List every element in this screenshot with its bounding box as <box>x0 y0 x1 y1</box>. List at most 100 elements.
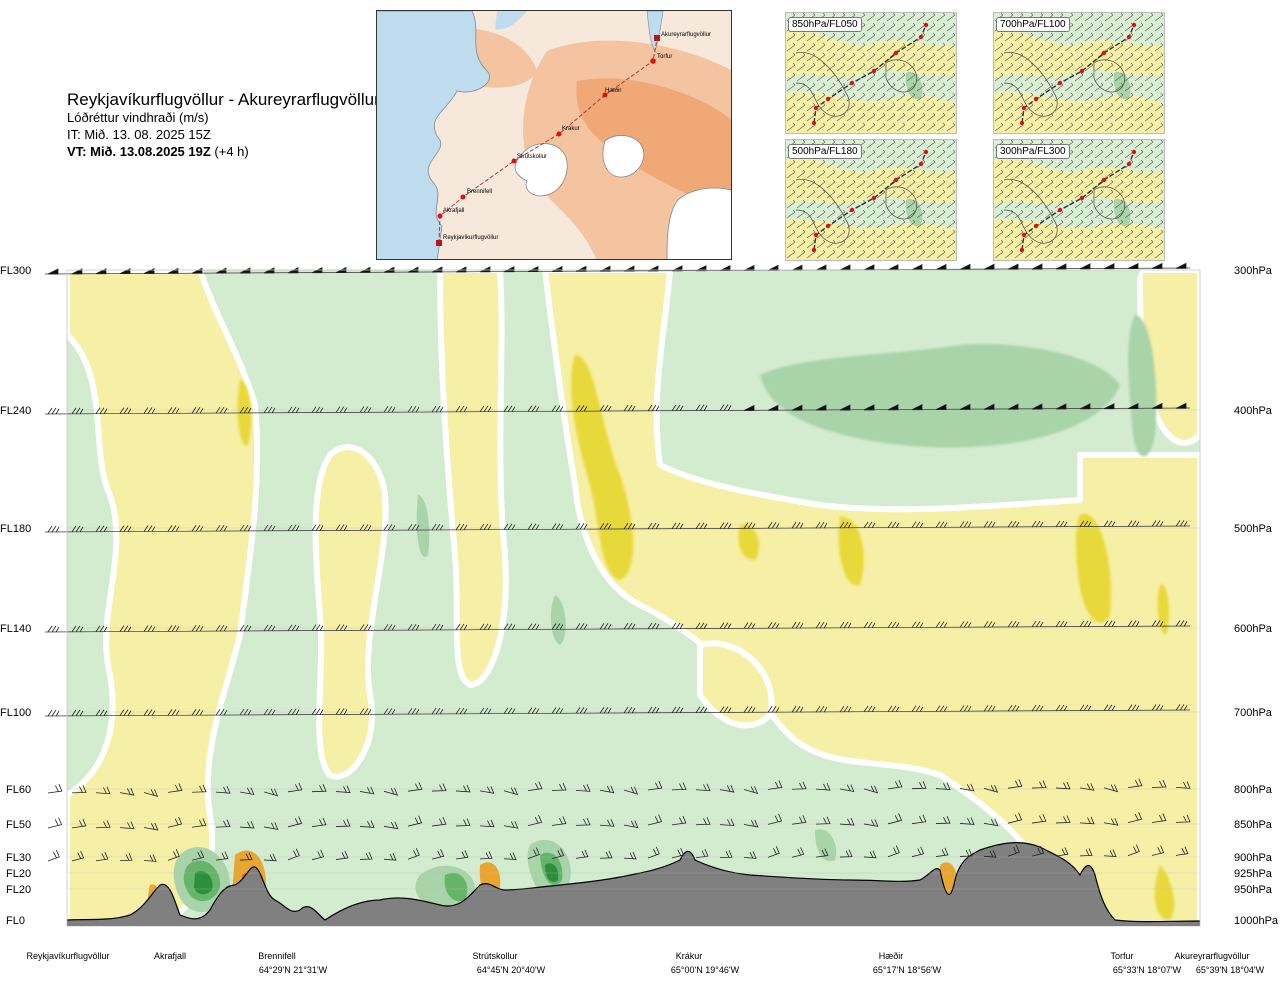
wind-barb <box>215 785 231 794</box>
wind-barb <box>527 623 540 630</box>
level-map-500[interactable]: 500hPa/FL180 <box>785 139 957 261</box>
wind-barb <box>191 818 207 828</box>
wind-barb <box>695 265 707 272</box>
wind-barb <box>119 821 135 830</box>
wind-barb <box>335 850 349 860</box>
wind-barb <box>623 522 636 530</box>
wind-barb <box>143 625 156 632</box>
wind-barb <box>479 707 492 715</box>
y-tick-label-right: 1000hPa <box>1234 915 1279 927</box>
wind-barb <box>647 814 663 826</box>
wind-barb <box>311 624 324 631</box>
wind-barbs <box>44 262 1191 862</box>
x-location-coord: 65°17'N 18°56'W <box>872 965 942 975</box>
wind-barb <box>983 818 999 827</box>
wind-barb <box>431 523 444 531</box>
downdraft-moderate-3 <box>738 524 760 560</box>
wind-barb <box>1031 813 1047 824</box>
wind-barb <box>503 266 515 273</box>
wind-barb <box>287 782 303 793</box>
y-tick-label-right: 800hPa <box>1234 784 1273 796</box>
wind-barb <box>575 849 589 859</box>
y-tick-label-left: FL300 <box>0 265 31 277</box>
wind-barb <box>911 705 924 712</box>
wind-barb <box>479 786 495 794</box>
wind-barb <box>647 780 663 791</box>
wind-barb <box>671 622 684 630</box>
wind-barb <box>743 706 756 713</box>
wind-barb <box>1055 815 1071 824</box>
wind-barb <box>479 523 492 531</box>
x-location-label: Akureyrarflugvöllur <box>1174 951 1250 961</box>
wind-barb <box>1175 402 1187 409</box>
hofsjokull-glacier <box>602 135 645 178</box>
wind-barb <box>863 785 879 794</box>
level-map-300[interactable]: 300hPa/FL300 <box>993 139 1165 261</box>
wind-barb <box>335 624 348 631</box>
y-tick-label-right: 950hPa <box>1234 884 1273 896</box>
wind-barb <box>407 523 420 531</box>
wind-barb <box>119 709 132 716</box>
wind-barb <box>575 817 591 826</box>
wind-barb <box>695 706 708 713</box>
wind-barb <box>71 818 87 829</box>
wind-barb <box>143 854 157 862</box>
wind-barb <box>1055 263 1067 270</box>
wind-barb <box>191 709 204 716</box>
wind-barb <box>71 785 87 794</box>
wind-barb <box>695 817 711 826</box>
wind-barb <box>359 851 373 860</box>
wind-barb <box>143 709 156 716</box>
wind-barb <box>839 621 852 629</box>
wind-barb <box>647 522 660 530</box>
cross-section-chart: FL300 FL240 FL180 FL140 FL100 FL60 FL50 FL30 FL2… <box>0 262 1279 927</box>
wind-barb <box>359 786 375 795</box>
x-location-coord: 65°00'N 19°46'W <box>670 965 740 975</box>
issue-time: IT: Mið. 13. 08. 2025 15Z <box>67 127 211 142</box>
station-marker-akrafjall <box>437 213 443 219</box>
route-line <box>438 38 658 244</box>
wind-barb <box>575 265 587 272</box>
wind-barb <box>839 817 855 826</box>
wind-barb <box>215 406 228 414</box>
wind-barb <box>287 816 303 828</box>
wind-barb <box>527 781 543 791</box>
wind-barb <box>1175 620 1188 627</box>
wind-barb <box>1079 704 1092 712</box>
wind-barb <box>71 407 84 415</box>
wind-barb <box>455 784 471 793</box>
wind-barb <box>359 708 372 715</box>
wind-barb <box>191 784 207 793</box>
wind-barb <box>791 264 803 271</box>
wind-barb <box>1079 403 1091 410</box>
wind-barb <box>815 782 831 791</box>
wind-barb <box>1127 844 1140 856</box>
y-tick-label-left: FL30 <box>6 852 31 864</box>
wind-barb <box>1007 403 1019 410</box>
chart-title: Reykjavíkurflugvöllur - Akureyrarflugvöl… <box>67 90 380 109</box>
level-map-700[interactable]: 700hPa/FL100 <box>993 12 1165 134</box>
wind-barb <box>551 623 564 630</box>
wind-barb <box>1175 704 1188 711</box>
wind-barb <box>1103 263 1115 270</box>
wind-barb <box>95 625 108 632</box>
wind-barb <box>911 404 923 411</box>
wind-barb <box>383 708 396 715</box>
wind-barb <box>623 706 636 714</box>
wind-barb <box>1055 403 1067 410</box>
wind-barb <box>791 622 804 629</box>
wind-barb <box>935 815 951 824</box>
wind-barb <box>1031 263 1043 270</box>
level-map-850[interactable]: 850hPa/FL050 <box>785 12 957 134</box>
wind-barb <box>863 404 875 411</box>
wind-barb <box>503 405 516 412</box>
wind-barb-baseline <box>44 407 1191 415</box>
level-map-label: 500hPa/FL180 <box>788 144 862 159</box>
wind-barb <box>863 819 879 827</box>
wind-barb <box>719 784 735 793</box>
updraft-akrafjall-core <box>194 871 213 895</box>
level-lines <box>67 409 1200 890</box>
vertical-velocity-field <box>67 270 1200 926</box>
wind-barb <box>71 709 84 717</box>
wind-barb <box>311 817 327 828</box>
